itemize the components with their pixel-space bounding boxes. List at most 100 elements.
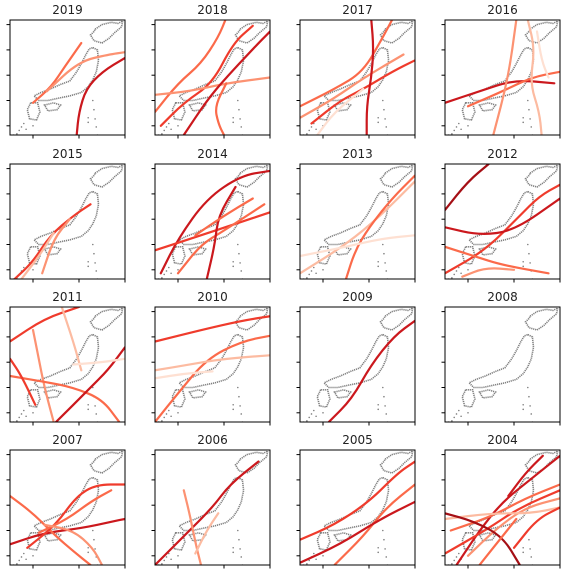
typhoon-track bbox=[445, 80, 556, 104]
typhoon-track bbox=[449, 483, 560, 532]
panel-title: 2009 bbox=[342, 290, 373, 304]
typhoon-track bbox=[300, 53, 405, 119]
typhoon-track bbox=[507, 454, 544, 498]
map-panel-2017: 2017 bbox=[296, 3, 416, 139]
typhoon-track bbox=[300, 20, 394, 108]
map-panel-2008: 2008 bbox=[441, 290, 561, 426]
typhoon-track bbox=[13, 203, 92, 279]
japan-coastline bbox=[302, 307, 414, 422]
panel-title: 2008 bbox=[487, 290, 518, 304]
typhoon-track bbox=[155, 370, 214, 380]
typhoon-track bbox=[445, 197, 560, 235]
panel-title: 2004 bbox=[487, 433, 518, 447]
map-panel-2007: 2007 bbox=[6, 433, 126, 569]
panel-frame bbox=[9, 306, 126, 423]
typhoon-track bbox=[20, 231, 55, 279]
typhoon-track bbox=[54, 346, 125, 422]
typhoon-track bbox=[205, 185, 237, 279]
panel-frame bbox=[299, 306, 416, 423]
panel-title: 2013 bbox=[342, 147, 373, 161]
panel-plot-area bbox=[10, 450, 125, 565]
japan-coastline bbox=[447, 307, 559, 422]
panel-title: 2016 bbox=[487, 3, 518, 17]
typhoon-track bbox=[37, 489, 113, 534]
typhoon-track bbox=[445, 164, 490, 212]
typhoon-track bbox=[535, 30, 550, 79]
panel-title: 2012 bbox=[487, 147, 518, 161]
typhoon-track bbox=[365, 20, 375, 135]
panel-title: 2019 bbox=[52, 3, 83, 17]
panel-plot-area bbox=[302, 307, 415, 422]
typhoon-track bbox=[300, 460, 415, 541]
map-panel-2005: 2005 bbox=[296, 433, 416, 569]
typhoon-track bbox=[182, 489, 203, 565]
map-panel-2004: 2004 bbox=[441, 433, 561, 569]
panel-plot-area bbox=[10, 307, 125, 422]
panel-plot-area bbox=[300, 450, 415, 565]
map-panel-2015: 2015 bbox=[6, 147, 126, 283]
panel-frame bbox=[299, 19, 416, 136]
panel-frame bbox=[9, 449, 126, 566]
panel-title: 2006 bbox=[197, 433, 228, 447]
map-panel-2010: 2010 bbox=[151, 290, 271, 426]
panel-frame bbox=[154, 163, 271, 280]
typhoon-track bbox=[41, 218, 71, 275]
typhoon-track bbox=[182, 30, 270, 135]
typhoon-track bbox=[155, 315, 270, 343]
panel-frame bbox=[299, 449, 416, 566]
typhoon-track bbox=[466, 70, 560, 108]
typhoon-track bbox=[155, 20, 227, 114]
map-panel-2018: 2018 bbox=[151, 3, 271, 139]
typhoon-track bbox=[310, 59, 415, 125]
typhoon-track bbox=[60, 307, 83, 372]
typhoon-track bbox=[445, 245, 550, 275]
typhoon-track bbox=[10, 494, 92, 565]
typhoon-track bbox=[155, 76, 270, 96]
typhoon-track bbox=[155, 211, 270, 252]
panel-plot-area bbox=[155, 164, 270, 279]
panel-title: 2018 bbox=[197, 3, 228, 17]
typhoon-track bbox=[327, 319, 415, 422]
typhoon-track bbox=[31, 328, 55, 422]
japan-coastline bbox=[12, 20, 124, 135]
panel-frame bbox=[9, 163, 126, 280]
typhoon-track bbox=[344, 174, 415, 279]
panel-frame bbox=[299, 163, 416, 280]
typhoon-track bbox=[159, 169, 270, 275]
typhoon-track bbox=[10, 374, 121, 422]
typhoon-track bbox=[445, 512, 521, 565]
typhoon-track bbox=[155, 354, 270, 372]
typhoon-track bbox=[194, 512, 220, 555]
typhoon-track bbox=[159, 24, 254, 127]
panel-plot-area bbox=[445, 450, 560, 565]
map-panel-2006: 2006 bbox=[151, 433, 271, 569]
panel-frame bbox=[444, 19, 561, 136]
panel-frame bbox=[154, 306, 271, 423]
typhoon-track bbox=[26, 483, 125, 549]
typhoon-track bbox=[43, 523, 104, 565]
panel-frame bbox=[154, 19, 271, 136]
panel-frame bbox=[444, 449, 561, 566]
panel-plot-area bbox=[155, 450, 269, 565]
typhoon-track bbox=[300, 234, 415, 258]
panel-plot-area bbox=[12, 20, 125, 135]
typhoon-track bbox=[512, 506, 560, 549]
panel-title: 2017 bbox=[342, 3, 373, 17]
typhoon-track bbox=[10, 307, 81, 343]
typhoon-track bbox=[176, 203, 266, 275]
map-panel-2014: 2014 bbox=[151, 147, 271, 283]
japan-coastline bbox=[12, 164, 124, 279]
typhoon-track bbox=[31, 41, 83, 104]
typhoon-track bbox=[155, 334, 270, 422]
japan-coastline bbox=[447, 450, 559, 565]
typhoon-track bbox=[445, 506, 560, 521]
typhoon-track bbox=[461, 267, 516, 278]
typhoon-track bbox=[492, 20, 518, 135]
typhoon-track bbox=[445, 489, 560, 555]
typhoon-track bbox=[526, 20, 543, 135]
panel-frame bbox=[444, 306, 561, 423]
panel-plot-area bbox=[300, 164, 415, 279]
panel-title: 2010 bbox=[197, 290, 228, 304]
